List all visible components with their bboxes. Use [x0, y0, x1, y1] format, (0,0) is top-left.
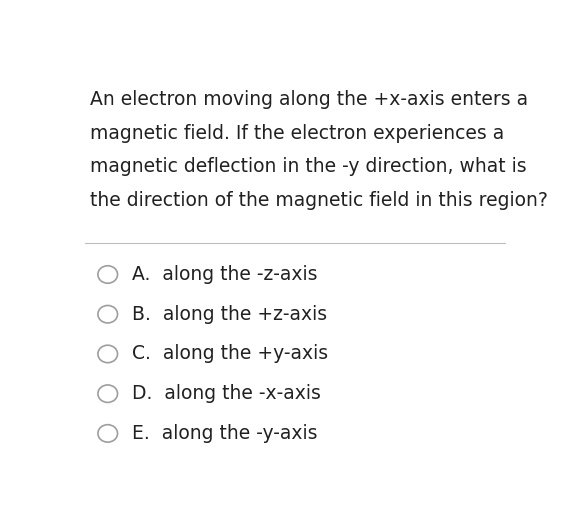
Text: magnetic field. If the electron experiences a: magnetic field. If the electron experien…: [90, 123, 504, 142]
Text: D.  along the -x-axis: D. along the -x-axis: [132, 384, 321, 403]
Text: A.  along the -z-axis: A. along the -z-axis: [132, 265, 318, 284]
Text: E.  along the -y-axis: E. along the -y-axis: [132, 424, 318, 443]
Text: magnetic deflection in the -y direction, what is: magnetic deflection in the -y direction,…: [90, 157, 526, 176]
Text: An electron moving along the +x-axis enters a: An electron moving along the +x-axis ent…: [90, 90, 528, 109]
Text: B.  along the +z-axis: B. along the +z-axis: [132, 305, 327, 324]
Text: C.  along the +y-axis: C. along the +y-axis: [132, 345, 328, 363]
Text: the direction of the magnetic field in this region?: the direction of the magnetic field in t…: [90, 191, 548, 210]
